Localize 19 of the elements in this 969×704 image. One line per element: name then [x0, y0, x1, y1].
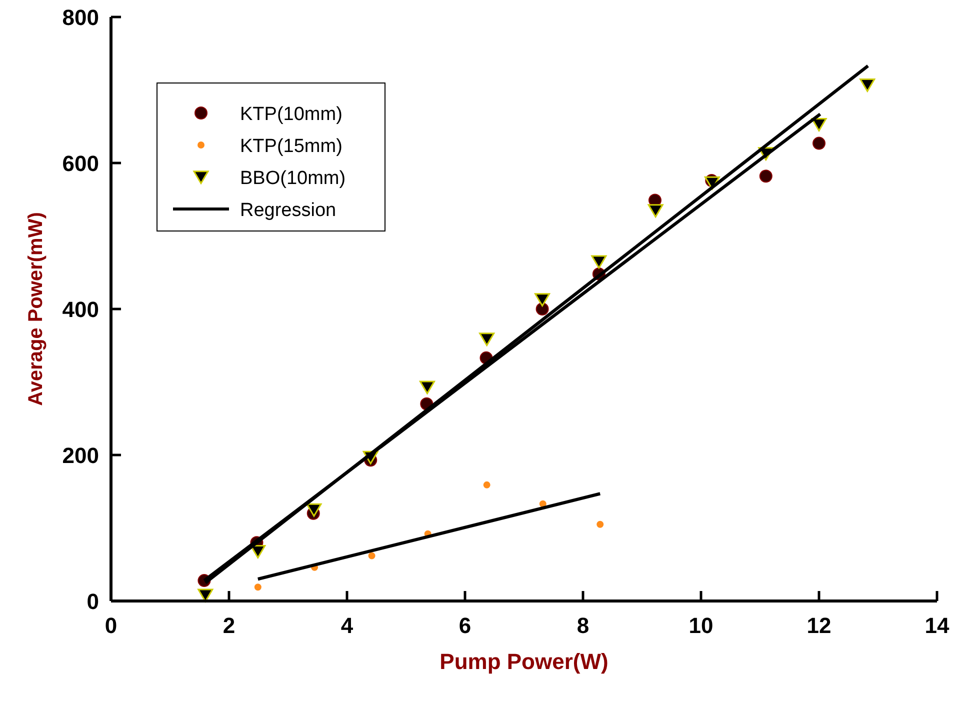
x-tick-label: 0: [104, 613, 118, 638]
y-axis-title: Average Power(mW): [25, 212, 47, 406]
y-tick-label: 200: [62, 443, 99, 468]
x-tick-label: 6: [458, 613, 472, 638]
legend-label: KTP(15mm): [240, 136, 342, 157]
legend-label: KTP(10mm): [240, 104, 342, 125]
x-tick-label: 14: [924, 613, 950, 638]
x-tick-label: 2: [222, 613, 236, 638]
x-axis-title: Pump Power(W): [440, 649, 608, 674]
x-tick-label: 8: [576, 613, 590, 638]
y-tick-label: 600: [62, 151, 99, 176]
legend-label: Regression: [240, 200, 336, 221]
x-tick-label: 4: [340, 613, 354, 638]
y-tick-label: 0: [86, 589, 99, 614]
legend-label: BBO(10mm): [240, 168, 346, 189]
x-tick-label: 10: [688, 613, 714, 638]
y-tick-label: 800: [62, 5, 99, 30]
x-tick-label: 12: [806, 613, 832, 638]
y-tick-label: 400: [62, 297, 99, 322]
